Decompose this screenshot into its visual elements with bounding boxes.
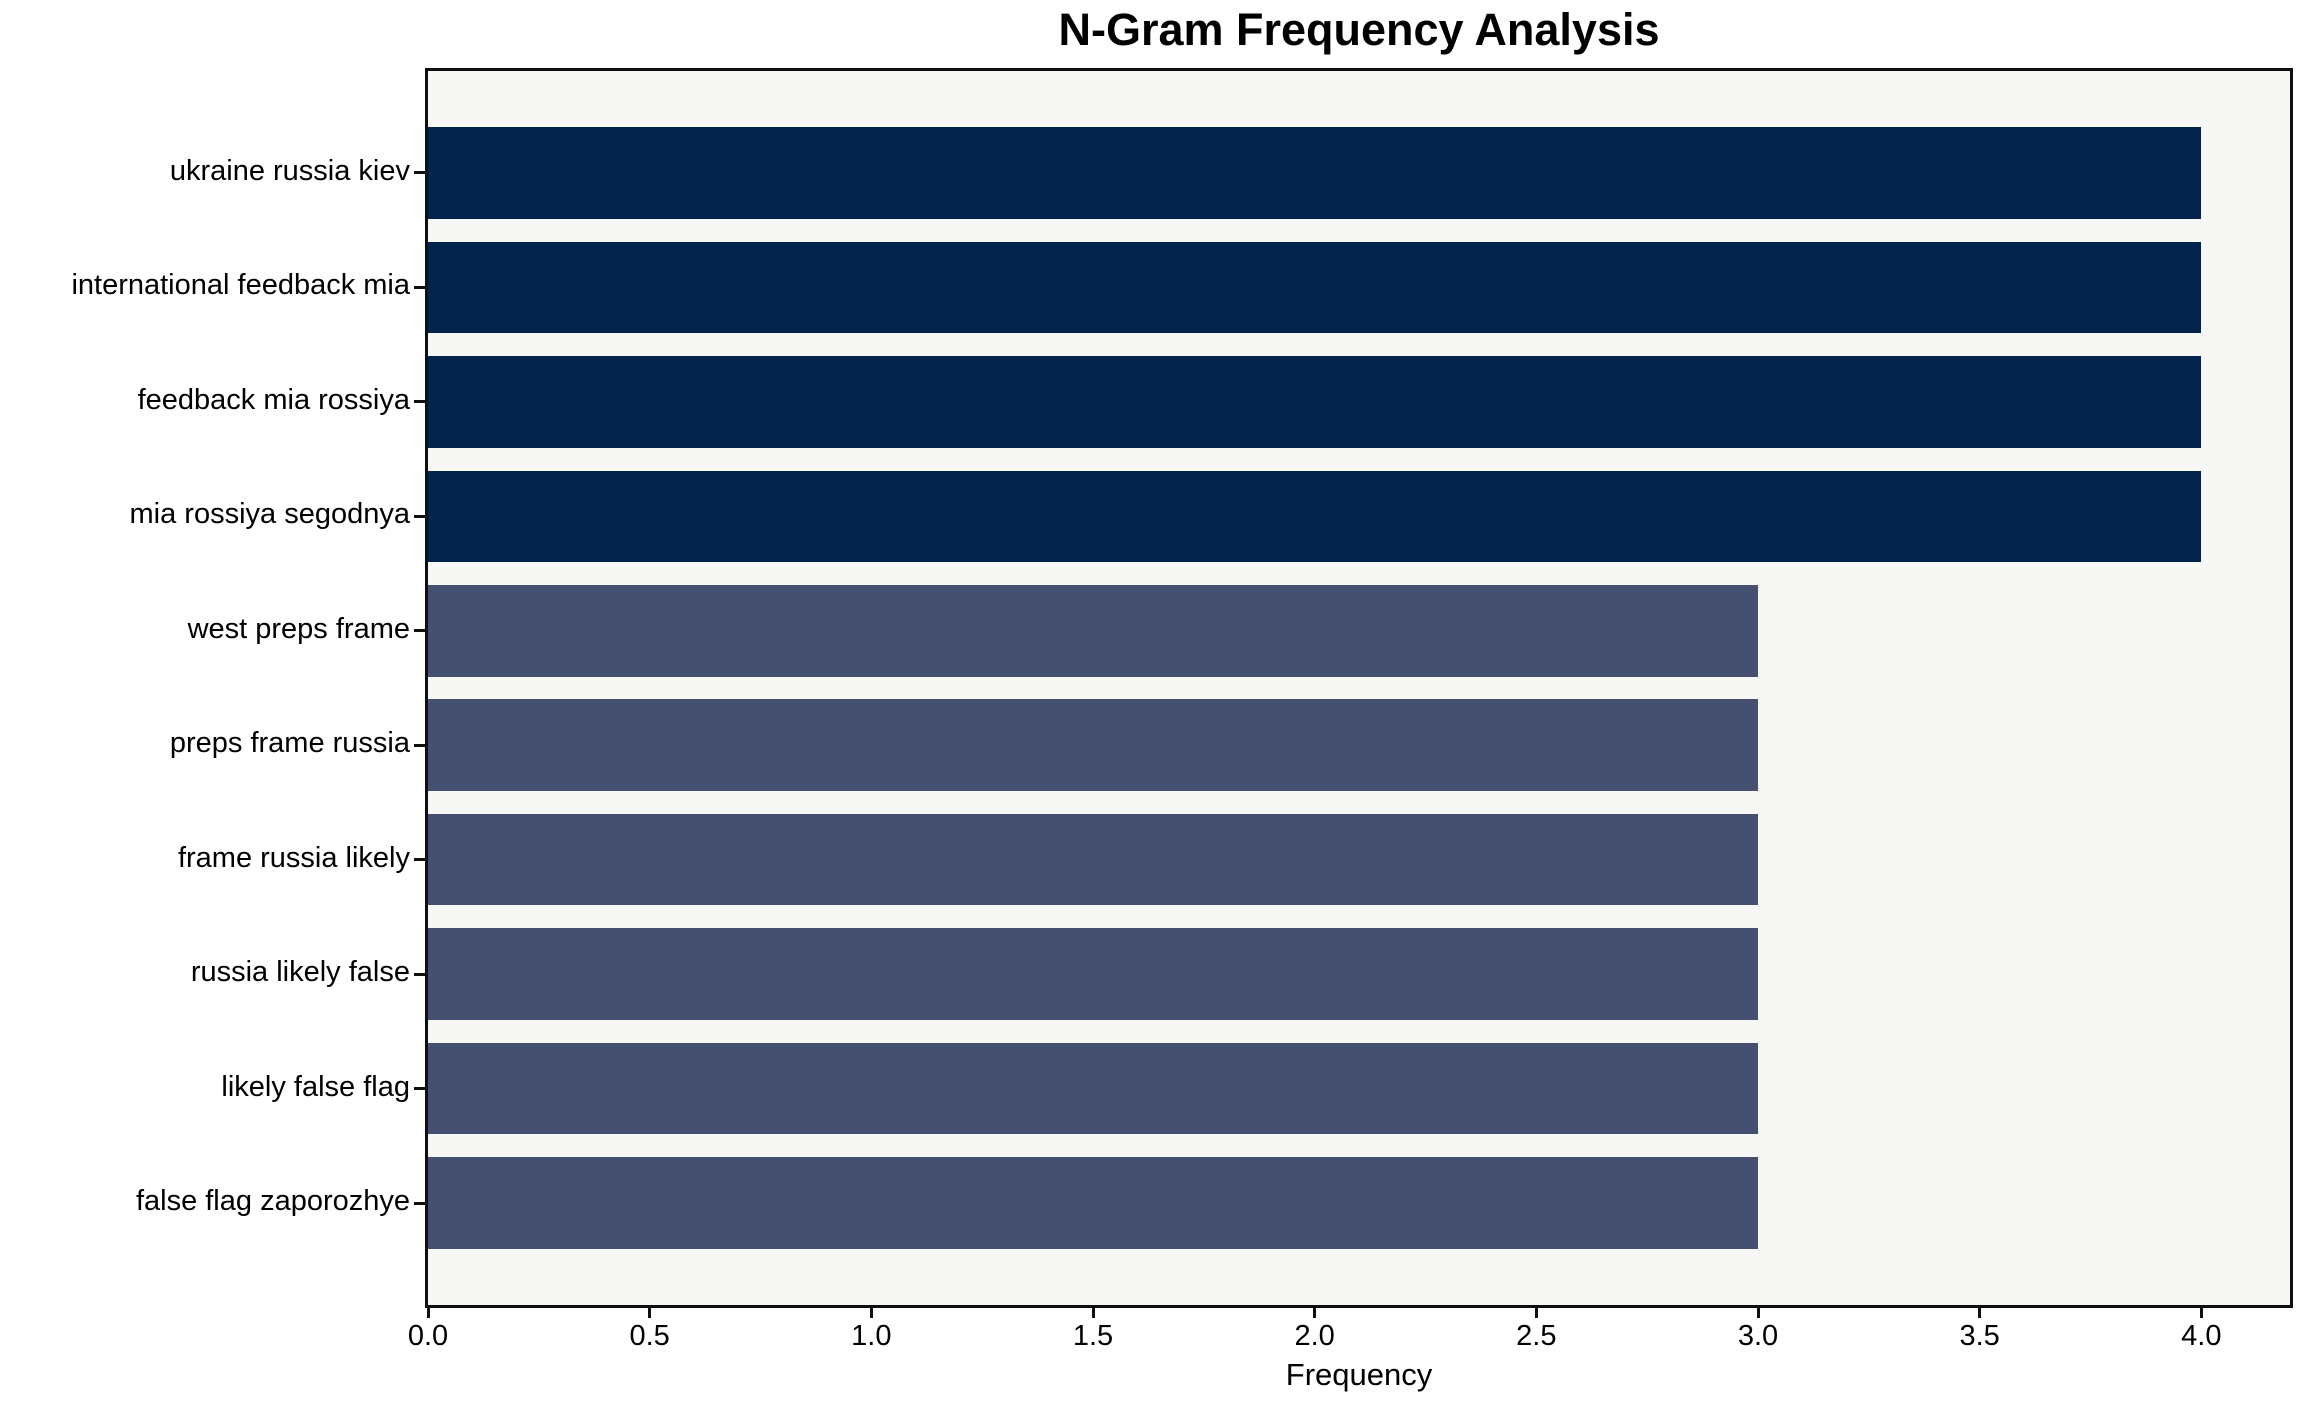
y-tick — [414, 1201, 425, 1205]
x-tick — [2199, 1306, 2203, 1318]
y-tick-label: international feedback mia — [71, 269, 410, 302]
x-tick-label: 1.5 — [1072, 1320, 1114, 1352]
bar — [428, 813, 1758, 906]
y-tick-label: west preps frame — [187, 612, 410, 645]
x-tick — [1756, 1306, 1760, 1318]
x-tick-label: 3.5 — [1959, 1320, 2000, 1352]
y-tick-label: mia rossiya segodnya — [129, 498, 410, 531]
x-tick-label: 0.5 — [629, 1320, 670, 1352]
x-tick — [1091, 1306, 1095, 1318]
x-tick-label: 1.0 — [851, 1320, 892, 1352]
bar — [428, 1042, 1758, 1135]
y-tick — [414, 171, 425, 175]
bar — [428, 1157, 1758, 1249]
y-tick-label: frame russia likely — [177, 841, 410, 874]
y-tick-label: russia likely false — [190, 956, 410, 989]
y-tick-label: preps frame russia — [169, 727, 410, 760]
x-tick — [1313, 1306, 1317, 1318]
y-tick — [414, 285, 425, 289]
bar — [428, 470, 2202, 563]
x-tick-label: 3.0 — [1737, 1320, 1779, 1352]
y-tick — [414, 743, 425, 747]
x-tick — [1534, 1306, 1538, 1318]
plot-area — [425, 68, 2293, 1308]
x-tick — [869, 1306, 873, 1318]
bar — [428, 241, 2202, 334]
y-tick-label: ukraine russia kiev — [169, 154, 410, 187]
x-tick-label: 2.5 — [1516, 1320, 1557, 1352]
x-tick — [648, 1306, 652, 1318]
x-tick — [426, 1306, 430, 1318]
x-axis-title: Frequency — [1285, 1357, 1433, 1392]
bar — [428, 699, 1758, 791]
x-tick-label: 4.0 — [2181, 1320, 2222, 1352]
y-tick — [414, 1087, 425, 1091]
bar — [428, 356, 2202, 448]
y-tick-label: likely false flag — [221, 1070, 410, 1103]
y-tick — [414, 514, 425, 518]
y-tick — [414, 629, 425, 633]
x-tick-label: 2.0 — [1294, 1320, 1335, 1352]
y-tick-label: false flag zaporozhye — [135, 1185, 410, 1218]
bar — [428, 584, 1758, 677]
y-tick — [414, 858, 425, 862]
x-tick — [1978, 1306, 1982, 1318]
chart-title: N-Gram Frequency Analysis — [1058, 4, 1660, 55]
y-tick — [414, 400, 425, 404]
bar — [428, 127, 2202, 219]
y-tick-label: feedback mia rossiya — [137, 383, 410, 416]
y-tick — [414, 972, 425, 976]
bar — [428, 928, 1758, 1020]
x-tick-label: 0.0 — [407, 1320, 449, 1352]
